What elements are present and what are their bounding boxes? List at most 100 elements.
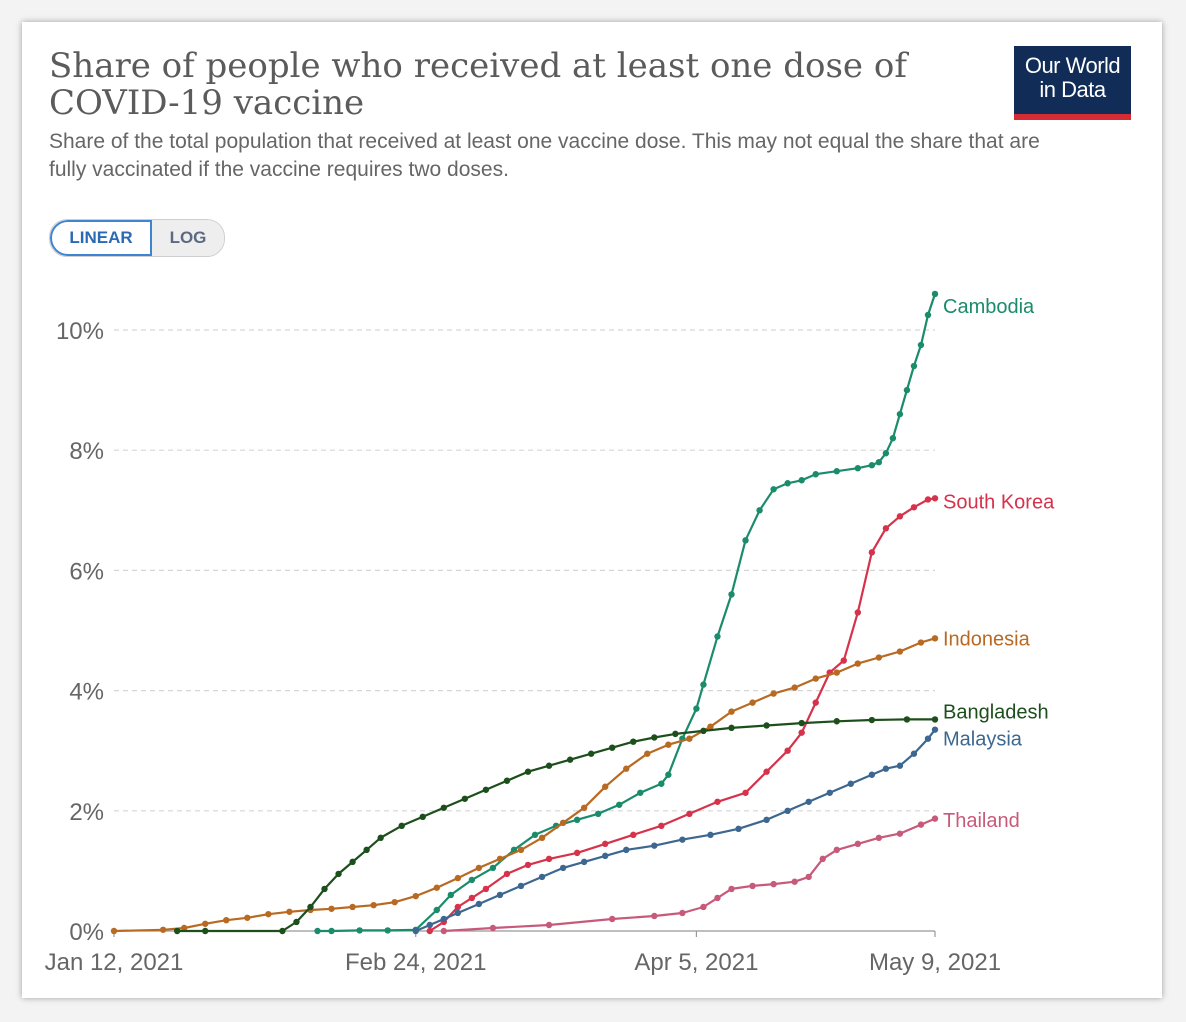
data-point-malaysia: [910, 750, 918, 757]
series-label-malaysia: Malaysia: [943, 729, 1023, 751]
data-point-south-korea: [630, 831, 637, 839]
series-line-thailand: [443, 817, 936, 933]
x-tick-label: Jan 12, 2021: [45, 949, 184, 976]
y-tick-label: 4%: [69, 679, 104, 706]
data-point-cambodia: [910, 362, 918, 370]
linear-scale-button[interactable]: LINEAR: [50, 220, 152, 256]
logo-line-1: Our World: [1024, 53, 1121, 78]
data-point-thailand: [770, 880, 777, 888]
data-point-bangladesh: [173, 927, 181, 935]
x-tick-label: Apr 5, 2021: [634, 949, 758, 976]
data-point-indonesia: [665, 741, 672, 748]
data-point-cambodia: [314, 927, 321, 935]
data-point-malaysia: [601, 852, 609, 860]
data-point-bangladesh: [672, 730, 679, 738]
data-point-malaysia: [784, 807, 791, 814]
data-point-cambodia: [784, 480, 791, 487]
data-point-indonesia: [623, 765, 630, 772]
data-point-bangladesh: [202, 927, 209, 935]
data-point-thailand: [545, 921, 553, 929]
data-point-indonesia: [180, 924, 188, 932]
data-point-bangladesh: [931, 716, 939, 723]
data-point-south-korea: [503, 870, 511, 878]
data-point-bangladesh: [293, 918, 300, 926]
data-point-thailand: [854, 840, 862, 848]
series-label-indonesia: Indonesia: [943, 628, 1031, 650]
data-point-cambodia: [531, 831, 539, 839]
series-line-bangladesh: [177, 718, 935, 933]
data-point-bangladesh: [349, 858, 356, 866]
series-label-bangladesh: Bangladesh: [943, 702, 1049, 724]
data-point-thailand: [805, 873, 812, 881]
data-point-cambodia: [798, 477, 805, 484]
data-point-thailand: [609, 915, 616, 923]
data-point-indonesia: [875, 654, 883, 661]
series-label-thailand: Thailand: [943, 810, 1020, 832]
data-point-south-korea: [931, 495, 939, 502]
data-point-indonesia: [580, 804, 588, 811]
data-point-indonesia: [686, 735, 693, 742]
data-point-thailand: [875, 834, 883, 842]
data-point-indonesia: [328, 905, 335, 912]
data-point-cambodia: [356, 927, 363, 934]
series-line-cambodia: [317, 293, 937, 933]
data-point-indonesia: [391, 898, 398, 906]
data-point-cambodia: [756, 507, 763, 514]
data-point-south-korea: [468, 894, 476, 902]
data-point-malaysia: [882, 765, 890, 772]
data-point-indonesia: [496, 855, 504, 863]
series-line-south-korea: [429, 497, 936, 932]
log-scale-button[interactable]: LOG: [152, 220, 224, 256]
data-point-south-korea: [868, 549, 876, 556]
chart-title: Share of people who received at least on…: [49, 46, 907, 123]
data-point-thailand: [679, 909, 686, 917]
data-point-indonesia: [896, 648, 904, 655]
logo-line-2: in Data: [1039, 77, 1106, 102]
data-point-cambodia: [573, 816, 581, 824]
data-point-indonesia: [433, 884, 440, 891]
x-tick-label: Feb 24, 2021: [345, 949, 486, 976]
y-tick-label: 10%: [56, 318, 104, 345]
data-point-bangladesh: [651, 734, 658, 741]
data-point-malaysia: [454, 909, 462, 917]
data-point-cambodia: [917, 341, 925, 349]
data-point-thailand: [749, 882, 756, 890]
owid-logo[interactable]: Our World in Data: [1014, 46, 1131, 120]
data-point-thailand: [833, 846, 840, 854]
data-point-malaysia: [412, 927, 419, 935]
data-point-cambodia: [833, 468, 840, 475]
data-point-bangladesh: [321, 885, 328, 893]
series-label-cambodia: Cambodia: [943, 296, 1035, 318]
data-point-indonesia: [223, 916, 230, 924]
data-point-south-korea: [896, 513, 904, 520]
data-point-indonesia: [244, 914, 251, 921]
data-point-malaysia: [868, 771, 876, 778]
data-point-indonesia: [812, 675, 819, 682]
data-point-bangladesh: [279, 927, 286, 935]
data-point-malaysia: [517, 882, 525, 890]
data-point-bangladesh: [377, 834, 384, 842]
data-point-south-korea: [882, 525, 890, 532]
data-point-indonesia: [159, 926, 167, 933]
data-point-bangladesh: [868, 716, 876, 724]
data-point-cambodia: [812, 471, 819, 478]
data-point-cambodia: [665, 771, 672, 778]
data-point-cambodia: [742, 537, 749, 544]
series-line-malaysia: [415, 729, 936, 933]
data-point-bangladesh: [482, 786, 490, 793]
data-point-indonesia: [559, 819, 567, 827]
data-point-south-korea: [840, 657, 847, 664]
data-point-bangladesh: [398, 822, 405, 830]
data-point-cambodia: [693, 705, 700, 712]
data-point-thailand: [819, 855, 826, 863]
data-point-bangladesh: [335, 870, 342, 878]
data-point-malaysia: [440, 915, 448, 923]
data-point-bangladesh: [307, 903, 314, 911]
data-point-bangladesh: [630, 738, 637, 745]
data-point-bangladesh: [763, 722, 770, 729]
data-point-indonesia: [454, 874, 462, 882]
data-point-malaysia: [475, 900, 483, 908]
data-point-bangladesh: [903, 716, 911, 723]
data-point-bangladesh: [503, 777, 511, 784]
